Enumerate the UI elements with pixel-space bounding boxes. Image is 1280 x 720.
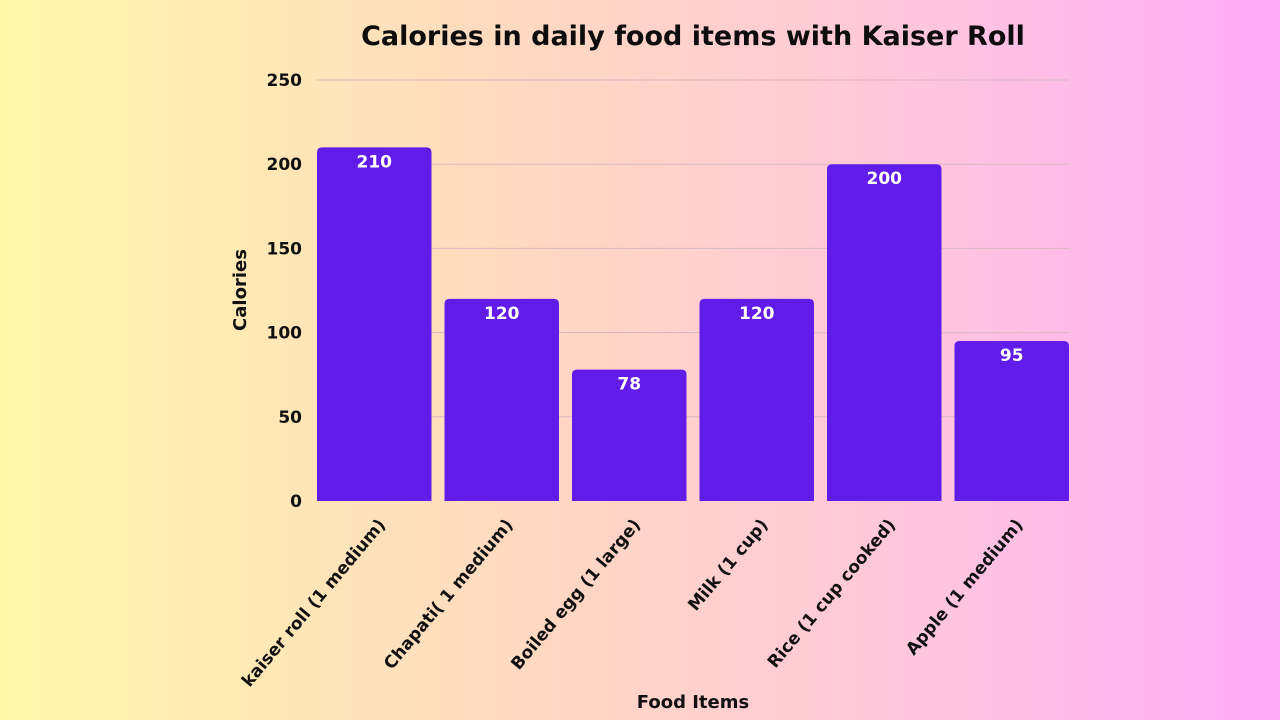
x-axis-ticks: kaiser roll (1 medium)Chapati( 1 medium)… xyxy=(238,515,1027,691)
data-label: 200 xyxy=(867,169,903,189)
y-axis-title: Calories xyxy=(230,249,251,331)
bar xyxy=(954,341,1069,501)
y-tick-label: 150 xyxy=(267,239,303,259)
bar xyxy=(572,369,687,501)
chart-title: Calories in daily food items with Kaiser… xyxy=(361,21,1025,52)
data-labels: 210 120 78 120 200 95 xyxy=(357,152,1024,394)
y-tick-label: 200 xyxy=(267,155,303,175)
bar xyxy=(317,147,432,502)
y-tick-label: 50 xyxy=(278,408,302,428)
x-tick-label: Milk (1 cup) xyxy=(684,515,772,615)
data-label: 95 xyxy=(1000,346,1024,366)
data-label: 78 xyxy=(617,375,641,395)
data-label: 210 xyxy=(357,152,393,172)
x-tick-label: Rice (1 cup cooked) xyxy=(764,515,900,672)
data-label: 120 xyxy=(739,304,775,324)
gridlines xyxy=(317,79,1069,418)
data-label: 120 xyxy=(484,304,520,324)
bar xyxy=(699,298,814,501)
bars xyxy=(317,147,1069,502)
bar xyxy=(827,164,942,501)
x-tick-label: Chapati( 1 medium) xyxy=(380,515,517,673)
y-tick-label: 100 xyxy=(267,324,303,344)
x-tick-label: Apple (1 medium) xyxy=(902,515,1027,659)
y-axis-ticks: 0 50 100 150 200 250 xyxy=(267,71,303,512)
bar xyxy=(444,298,559,501)
y-tick-label: 250 xyxy=(267,71,303,91)
x-axis-title: Food Items xyxy=(637,692,749,713)
y-tick-label: 0 xyxy=(290,492,302,512)
x-tick-label: kaiser roll (1 medium) xyxy=(238,515,390,691)
x-tick-label: Boiled egg (1 large) xyxy=(507,515,645,674)
